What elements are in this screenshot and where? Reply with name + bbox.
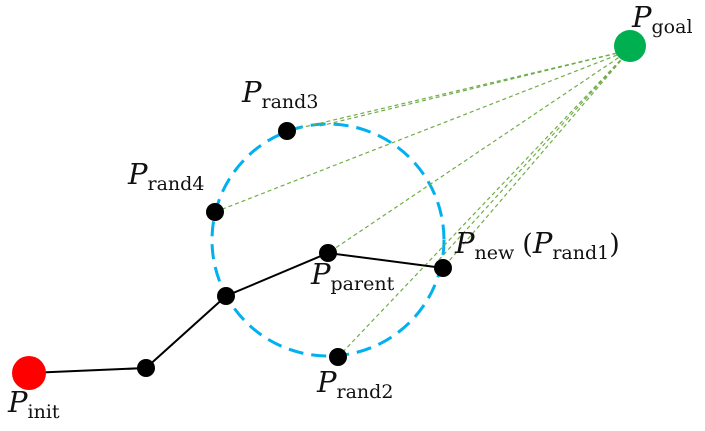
rand3-node: [278, 122, 296, 140]
new-node: [434, 259, 452, 277]
goal-label: Pgoal: [631, 0, 693, 38]
goal-node: [614, 30, 646, 62]
guide-line-circle-top: [319, 49, 631, 127]
rand4-label: Prand4: [127, 157, 204, 195]
guide-line-new-a: [436, 49, 631, 263]
guide-line-new-b: [442, 49, 631, 269]
rand3-label: Prand3: [241, 75, 318, 113]
guide-lines: [214, 49, 631, 358]
tree-node-2: [217, 287, 235, 305]
rand2-label: Prand2: [316, 365, 393, 403]
parent-label: Pparent: [310, 257, 395, 295]
guide-line-rand4: [214, 49, 631, 213]
tree-node-1: [137, 359, 155, 377]
search-circle: [210, 122, 446, 358]
rand2-node: [329, 348, 347, 366]
rand4-node: [206, 203, 224, 221]
new-label: Pnew (Prand1): [454, 226, 620, 264]
guide-line-rand2: [337, 49, 631, 358]
start-node: [12, 356, 46, 390]
parent-node: [319, 244, 337, 262]
init-label: Pinit: [7, 385, 60, 423]
guide-line-parent: [327, 49, 631, 254]
